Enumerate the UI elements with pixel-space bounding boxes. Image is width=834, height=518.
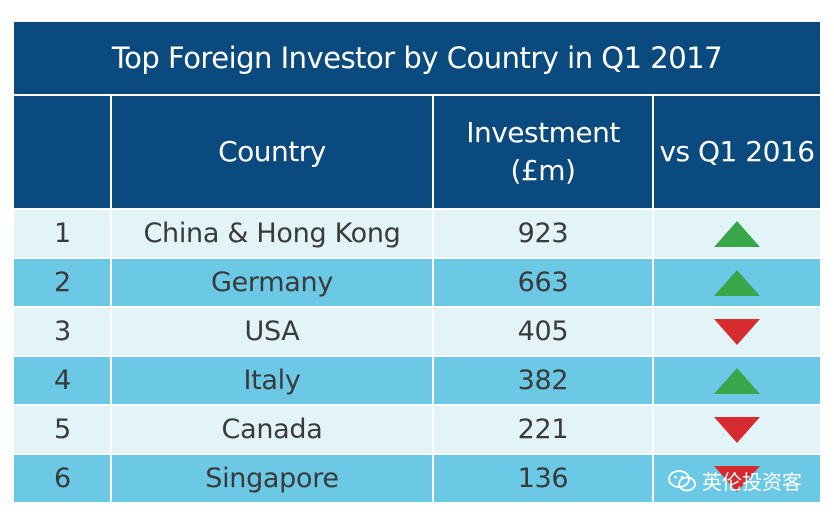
- down-arrow-icon: [714, 416, 760, 443]
- investment-cell: 382: [432, 357, 652, 404]
- header-investment-line2: (£m): [510, 154, 576, 187]
- watermark: 英伦投资客: [668, 466, 802, 495]
- down-arrow-icon: [714, 465, 760, 492]
- country-cell: USA: [110, 308, 432, 355]
- rank-cell: 6: [54, 463, 71, 494]
- rank-cell: 5: [54, 414, 71, 445]
- wechat-icon: [668, 469, 696, 491]
- investment-cell: 405: [432, 308, 652, 355]
- country-cell: Italy: [110, 357, 432, 404]
- investment-cell: 136: [432, 455, 652, 502]
- rank-cell: 2: [54, 267, 71, 298]
- header-rank: [14, 96, 110, 208]
- header-investment-line1: Investment: [466, 116, 620, 149]
- table-header: Country Investment (£m) vs Q1 2016: [14, 96, 820, 208]
- investment-cell: 221: [432, 406, 652, 453]
- table-row: 3 USA 405: [14, 306, 820, 355]
- change-cell: [652, 455, 820, 502]
- investor-table: Top Foreign Investor by Country in Q1 20…: [14, 22, 820, 502]
- table-row: 1 China & Hong Kong 923: [14, 208, 820, 257]
- rank-cell: 3: [54, 316, 71, 347]
- table-title: Top Foreign Investor by Country in Q1 20…: [14, 22, 820, 96]
- up-arrow-icon: [714, 367, 760, 394]
- table-row: 4 Italy 382: [14, 355, 820, 404]
- up-arrow-icon: [714, 220, 760, 247]
- country-cell: China & Hong Kong: [110, 210, 432, 257]
- change-cell: [652, 357, 820, 404]
- up-arrow-icon: [714, 269, 760, 296]
- country-cell: Canada: [110, 406, 432, 453]
- header-change: vs Q1 2016: [652, 96, 820, 208]
- change-cell: [652, 210, 820, 257]
- investment-cell: 663: [432, 259, 652, 306]
- table-row: 5 Canada 221: [14, 404, 820, 453]
- country-cell: Singapore: [110, 455, 432, 502]
- down-arrow-icon: [714, 318, 760, 345]
- change-cell: [652, 308, 820, 355]
- table-row: 2 Germany 663: [14, 257, 820, 306]
- header-investment: Investment (£m): [432, 96, 652, 208]
- watermark-text: 英伦投资客: [702, 470, 802, 494]
- change-cell: [652, 259, 820, 306]
- rank-cell: 4: [54, 365, 71, 396]
- investment-cell: 923: [432, 210, 652, 257]
- table-body: 1 China & Hong Kong 923 2 Germany 663 3 USA 405 4…: [14, 208, 820, 502]
- change-cell: [652, 406, 820, 453]
- header-country: Country: [110, 96, 432, 208]
- country-cell: Germany: [110, 259, 432, 306]
- rank-cell: 1: [54, 218, 71, 249]
